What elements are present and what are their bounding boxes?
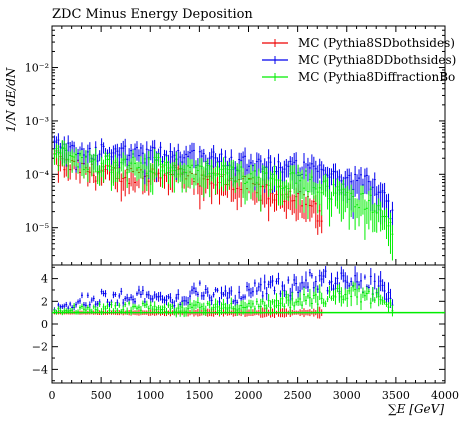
x-tick-label: 1000 <box>136 389 164 402</box>
legend-label: MC (Pythia8SDbothsides) <box>298 36 455 50</box>
ratio-tick-label: 0 <box>41 318 48 331</box>
y-tick-label: 10⁻² <box>25 62 49 75</box>
legend-label: MC (Pythia8DDbothsides) <box>298 53 456 67</box>
x-axis-label: ∑E [GeV] <box>388 402 444 416</box>
ratio-frame <box>51 264 446 384</box>
x-axis: 0 500 1000 1500 2000 2500 3000 3500 4000 <box>49 26 459 402</box>
x-tick-label: 3000 <box>333 389 361 402</box>
x-tick-label: 500 <box>91 389 112 402</box>
x-tick-label: 3500 <box>382 389 410 402</box>
legend: MC (Pythia8SDbothsides) MC (Pythia8DDboth… <box>262 36 456 84</box>
main-panel: 10⁻⁵ 10⁻⁴ 10⁻³ 10⁻² <box>25 25 446 266</box>
ratio-series-3 <box>53 281 394 318</box>
chart-title: ZDC Minus Energy Deposition <box>52 7 253 22</box>
ratio-tick-label: −2 <box>32 341 48 354</box>
ratio-tick-label: −4 <box>32 363 48 376</box>
legend-label: MC (Pythia8DiffractionBo <box>298 70 455 84</box>
y-tick-label: 10⁻⁴ <box>25 168 50 181</box>
ratio-tick-label: 4 <box>41 273 48 286</box>
x-tick-label: 4000 <box>431 389 459 402</box>
x-tick-label: 2000 <box>235 389 263 402</box>
x-tick-label: 2500 <box>284 389 312 402</box>
x-tick-label: 0 <box>49 389 56 402</box>
x-tick-label: 1500 <box>185 389 213 402</box>
y-tick-label: 10⁻⁵ <box>25 222 49 235</box>
ratio-tick-label: 2 <box>41 295 48 308</box>
y-axis-label: 1/N dE/dN <box>4 67 18 132</box>
ratio-panel: −4 −2 0 2 4 <box>32 264 446 384</box>
y-tick-label: 10⁻³ <box>25 115 49 128</box>
series-3 <box>53 140 394 261</box>
